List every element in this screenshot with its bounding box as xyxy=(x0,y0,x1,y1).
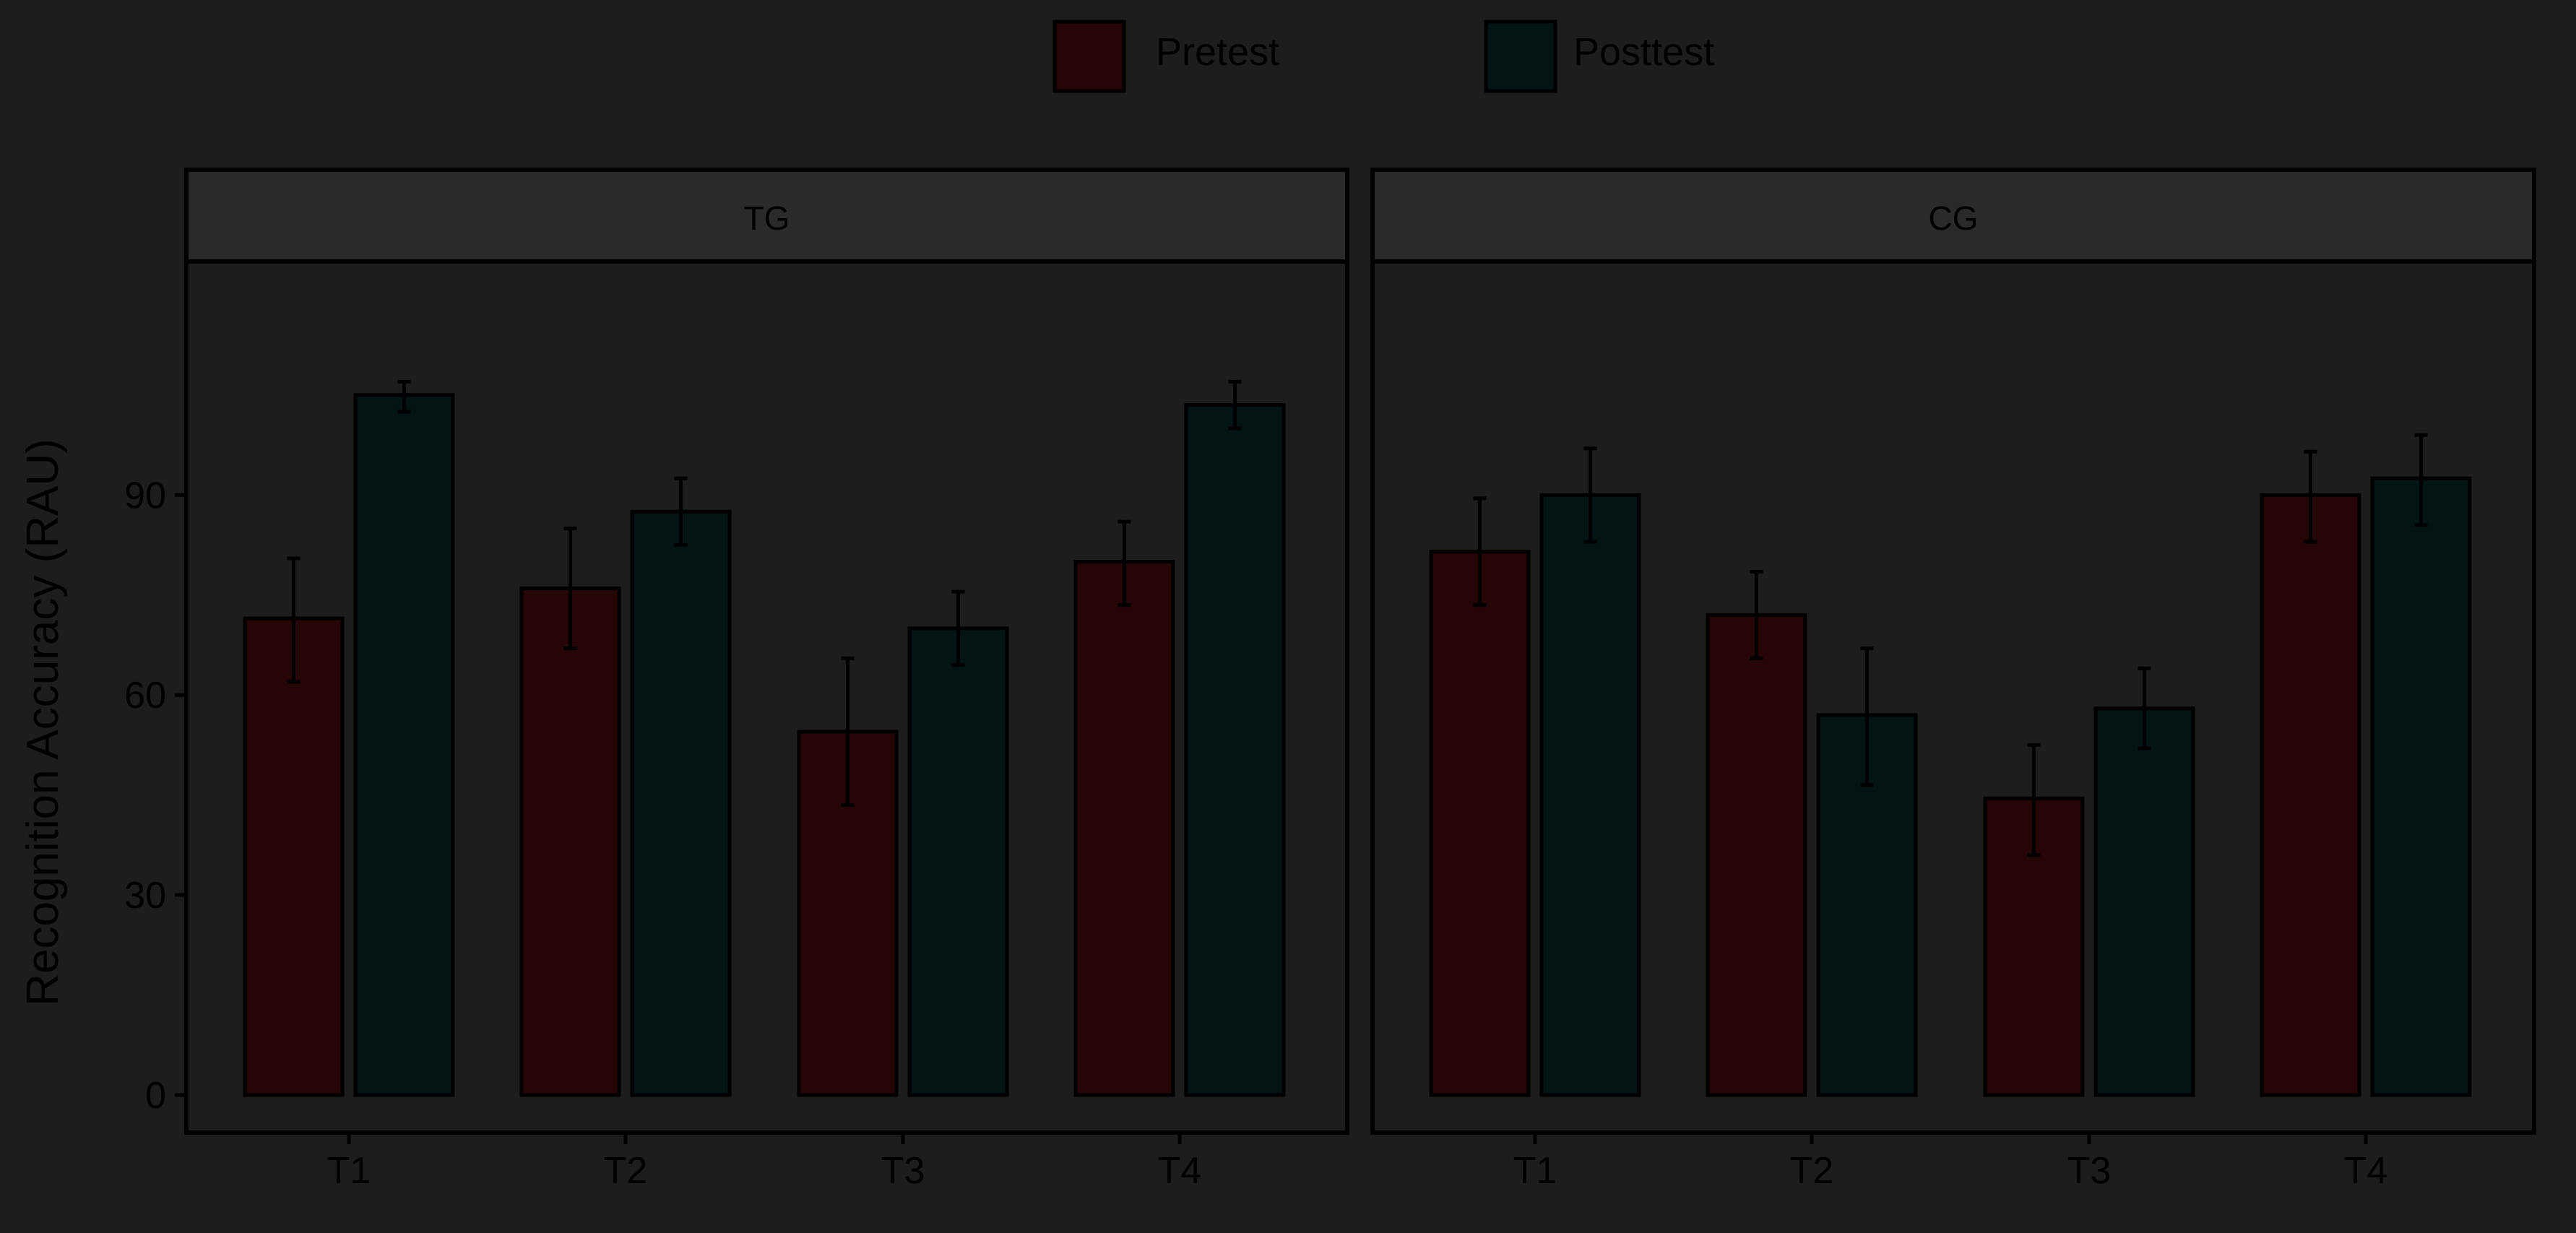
error-bar-pretest-tg-t2 xyxy=(563,526,577,651)
bar-pretest-tg-t1 xyxy=(243,616,345,1097)
error-bar-posttest-cg-t2 xyxy=(1860,646,1874,787)
facet-strip xyxy=(1370,168,2536,264)
x-tick-label: T2 xyxy=(1790,1150,1834,1192)
bar-posttest-cg-t1 xyxy=(1539,493,1641,1097)
y-tick-label: 0 xyxy=(145,1075,166,1117)
error-bar-pretest-cg-t1 xyxy=(1473,496,1487,607)
error-bar-pretest-cg-t2 xyxy=(1750,569,1763,660)
y-axis-label: Recognition Accuracy (RAU) xyxy=(18,438,68,1006)
legend-label-posttest: Posttest xyxy=(1573,30,1714,74)
bar-posttest-cg-t3 xyxy=(2093,706,2195,1097)
facet-panels: TG 0 30 60 90 T1 T2 T3 T4 CG T1 T2 T3 T4 xyxy=(124,168,2536,1192)
facet-panel-cg: CG T1 T2 T3 T4 xyxy=(1370,168,2536,1192)
error-bar-posttest-tg-t4 xyxy=(1228,379,1242,431)
error-bar-pretest-tg-t4 xyxy=(1118,519,1131,607)
error-bar-pretest-tg-t1 xyxy=(287,556,301,684)
bar-pretest-tg-t2 xyxy=(519,587,621,1097)
x-tick-label: T1 xyxy=(327,1150,371,1192)
bar-posttest-cg-t4 xyxy=(2370,476,2472,1097)
error-bar-pretest-cg-t4 xyxy=(2304,449,2317,544)
bar-pretest-cg-t4 xyxy=(2260,493,2361,1097)
legend-key-posttest xyxy=(1484,20,1557,93)
x-tick-label: T3 xyxy=(2067,1150,2112,1192)
legend: Pretest Posttest xyxy=(1053,20,1714,93)
x-tick-label: T4 xyxy=(1158,1150,1202,1192)
legend-label-pretest: Pretest xyxy=(1156,30,1279,74)
bar-pretest-cg-t2 xyxy=(1706,613,1807,1097)
error-bar-posttest-tg-t2 xyxy=(674,476,688,548)
y-tick-label: 30 xyxy=(124,875,166,917)
x-tick-label: T2 xyxy=(604,1150,648,1192)
y-tick-label: 90 xyxy=(124,475,166,516)
x-tick-label: T1 xyxy=(1513,1150,1557,1192)
bar-posttest-tg-t1 xyxy=(353,393,455,1097)
error-bar-pretest-tg-t3 xyxy=(841,656,855,807)
error-bar-posttest-cg-t1 xyxy=(1583,446,1597,544)
facet-panel-tg: TG 0 30 60 90 T1 T2 T3 T4 xyxy=(124,168,1349,1192)
bar-posttest-tg-t4 xyxy=(1184,403,1286,1097)
legend-key-pretest xyxy=(1053,20,1126,93)
error-bar-posttest-cg-t4 xyxy=(2414,433,2428,527)
error-bar-posttest-tg-t3 xyxy=(951,589,965,667)
error-bar-posttest-tg-t1 xyxy=(397,379,411,414)
error-bar-pretest-cg-t3 xyxy=(2027,743,2041,857)
bar-posttest-tg-t2 xyxy=(630,509,732,1097)
bar-pretest-cg-t1 xyxy=(1429,550,1531,1097)
panel-frame xyxy=(184,259,1349,1135)
y-tick-label: 60 xyxy=(124,675,166,717)
bar-pretest-tg-t4 xyxy=(1073,560,1175,1097)
facet-strip-label: CG xyxy=(1929,199,1979,237)
bar-posttest-tg-t3 xyxy=(907,626,1009,1097)
error-bar-posttest-cg-t3 xyxy=(2138,666,2151,750)
facet-strip-label: TG xyxy=(744,199,790,237)
x-tick-label: T3 xyxy=(881,1150,925,1192)
panel-frame xyxy=(1370,259,2536,1135)
x-tick-label: T4 xyxy=(2344,1150,2388,1192)
